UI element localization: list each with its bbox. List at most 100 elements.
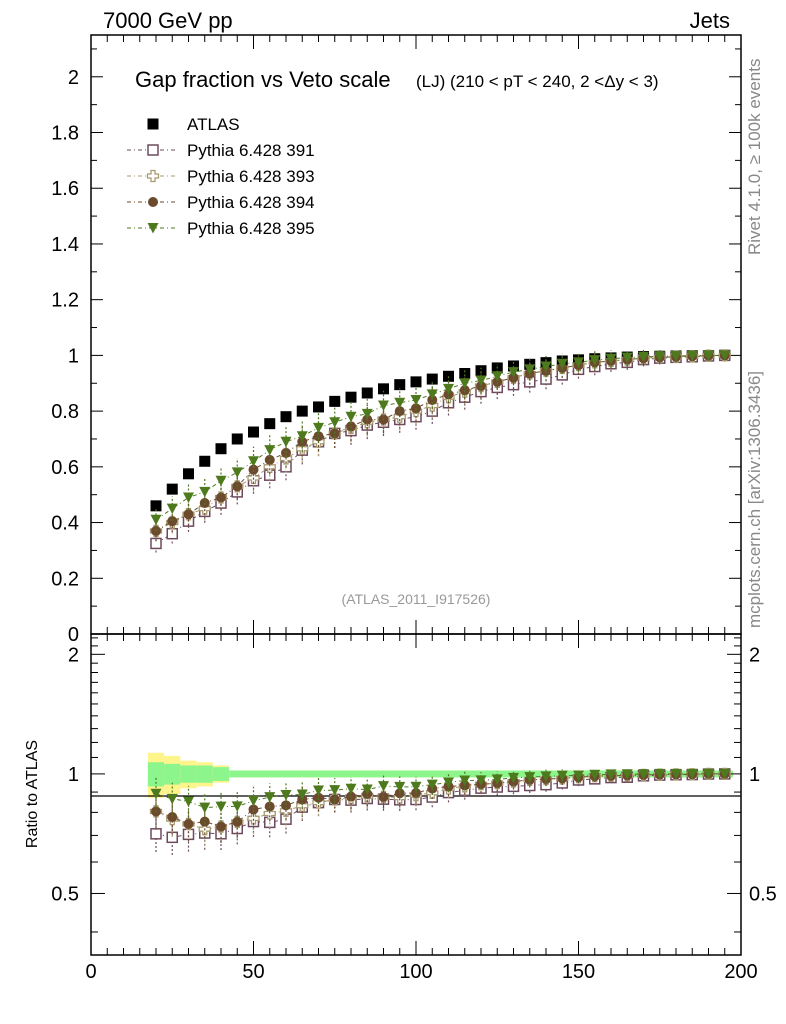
- data-point: [313, 431, 324, 442]
- ratio-y-axis-label: Ratio to ATLAS: [24, 740, 41, 848]
- ratio-series-line: [155, 773, 725, 838]
- ratio-point: [638, 769, 649, 780]
- legend-marker: [147, 223, 159, 234]
- main-y-tick-label: 1.6: [51, 178, 79, 200]
- ratio-point: [540, 771, 552, 782]
- data-point: [345, 411, 357, 423]
- ratio-series-line: [155, 773, 725, 809]
- ratio-point: [199, 802, 211, 814]
- main-data-marks: [149, 349, 731, 553]
- ratio-point: [556, 770, 568, 782]
- data-point: [264, 418, 276, 430]
- legend-marker: [147, 144, 159, 156]
- data-point: [263, 460, 276, 473]
- ratio-point: [686, 768, 698, 780]
- data-point: [443, 370, 454, 382]
- main-y-tick-label: 1.2: [51, 290, 79, 312]
- data-point: [280, 411, 292, 423]
- ratio-axis-ticks: [90, 634, 742, 955]
- data-point: [443, 389, 454, 400]
- x-tick-label: 150: [562, 961, 595, 983]
- data-point: [556, 358, 568, 370]
- plot-title: Gap fraction vs Veto scale: [135, 67, 391, 92]
- band-inner: [180, 765, 197, 783]
- ratio-point: [508, 772, 519, 784]
- data-point: [508, 367, 519, 378]
- ratio-point: [215, 801, 227, 813]
- data-point: [313, 401, 324, 413]
- data-point: [670, 350, 682, 362]
- main-axis-ticks: [90, 35, 742, 635]
- ratio-y-tick-label-right: 1: [749, 764, 760, 786]
- data-point: [638, 351, 649, 363]
- ratio-point: [719, 768, 731, 780]
- data-point: [231, 433, 243, 445]
- band-inner: [147, 762, 165, 787]
- ratio-point: [166, 793, 178, 805]
- ratio-point: [459, 775, 471, 786]
- data-point: [524, 364, 536, 375]
- ratio-series-line: [155, 773, 725, 828]
- data-point: [183, 509, 194, 520]
- legend-label: Pythia 6.428 393: [187, 167, 315, 186]
- ratio-point: [150, 828, 162, 840]
- data-point: [166, 483, 178, 495]
- band-inner: [229, 770, 733, 778]
- ratio-point: [703, 768, 714, 780]
- legend-marker: [146, 169, 160, 183]
- legend-marker: [148, 197, 158, 207]
- ratio-point: [313, 785, 324, 797]
- x-tick-label: 200: [724, 961, 757, 983]
- ratio-point: [443, 777, 454, 788]
- ratio-point: [410, 781, 422, 793]
- main-y-tick-label: 2: [68, 67, 79, 89]
- legend-label: Pythia 6.428 395: [187, 219, 315, 238]
- data-point: [296, 431, 308, 442]
- data-point: [410, 376, 422, 388]
- legend-marker: [147, 118, 159, 130]
- data-point: [621, 352, 633, 364]
- ratio-point: [167, 812, 178, 823]
- data-point: [443, 383, 454, 395]
- ratio-point: [426, 779, 438, 791]
- data-point: [378, 383, 389, 395]
- rivet-label: Rivet 4.1.0, ≥ 100k events: [745, 59, 764, 255]
- ratio-y-tick-label: 1: [68, 764, 79, 786]
- main-panel: 0 0.2 0.4 0.6 0.8 1 1.2 1.4 1.6 1.8 2 Gap fraction…: [51, 34, 742, 646]
- x-tick-label: 0: [85, 961, 96, 983]
- ratio-point: [150, 788, 162, 800]
- ratio-point: [475, 775, 487, 786]
- data-point: [491, 371, 503, 382]
- main-y-tick-label: 0.4: [51, 513, 79, 535]
- main-y-tick-label: 1.4: [51, 234, 79, 256]
- data-point: [394, 397, 406, 409]
- ratio-point: [621, 769, 633, 780]
- ratio-point: [654, 768, 666, 780]
- ratio-point: [183, 796, 194, 807]
- data-point: [183, 468, 194, 480]
- legend-label: ATLAS: [187, 115, 240, 134]
- data-point: [508, 372, 519, 383]
- data-point: [459, 385, 470, 396]
- data-point: [426, 389, 438, 400]
- legend-label: Pythia 6.428 391: [187, 141, 315, 160]
- data-point: [719, 350, 731, 361]
- data-point: [231, 467, 243, 478]
- ratio-panel: 0.5 0.5 1 1 2 2 0 50 100 150 200 Ratio to ATLAS: [24, 633, 777, 983]
- ratio-point: [263, 807, 276, 820]
- ratio-point: [670, 768, 682, 780]
- main-y-tick-label: 0: [68, 624, 79, 646]
- mcplots-label: mcplots.cern.ch [arXiv:1306.3436]: [745, 371, 764, 628]
- ratio-point: [264, 792, 276, 803]
- data-point: [183, 492, 194, 503]
- ratio-point: [329, 785, 341, 796]
- ratio-y-tick-label: 2: [68, 644, 79, 666]
- data-point: [216, 492, 226, 503]
- ratio-y-tick-label-right: 0.5: [749, 883, 777, 905]
- ratio-point: [524, 772, 536, 783]
- data-point: [248, 456, 259, 467]
- data-point: [166, 503, 178, 515]
- ratio-point: [248, 804, 259, 815]
- ratio-point: [589, 769, 601, 781]
